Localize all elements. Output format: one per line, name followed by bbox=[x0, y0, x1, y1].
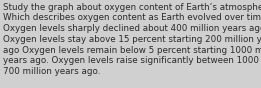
Text: Study the graph about oxygen content of Earth’s atmosphere.
Which describes oxyg: Study the graph about oxygen content of … bbox=[3, 3, 261, 76]
